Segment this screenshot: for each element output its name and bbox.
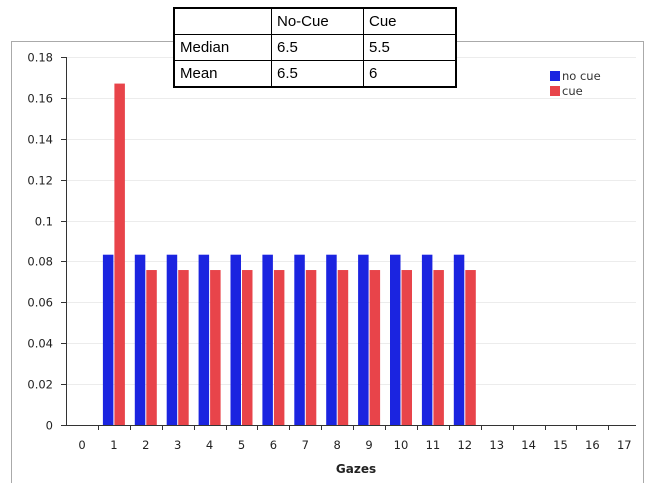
x-tick-label: 10 — [394, 438, 409, 452]
bar-no-cue — [102, 254, 114, 425]
x-tick-label: 1 — [110, 438, 117, 452]
bars — [102, 83, 476, 426]
axes — [61, 57, 636, 430]
bar-cue — [433, 270, 444, 425]
legend-label: cue — [562, 84, 583, 98]
stats-row: Mean 6.5 6 — [173, 60, 457, 88]
bar-cue — [242, 270, 253, 425]
bar-no-cue — [230, 254, 241, 425]
y-tick-label: 0.04 — [27, 337, 53, 351]
x-tick-label: 4 — [206, 438, 213, 452]
bar-no-cue — [390, 254, 401, 425]
bar-cue — [369, 270, 381, 425]
bar-no-cue — [326, 254, 337, 425]
x-tick-label: 7 — [302, 438, 309, 452]
stats-row-label: Mean — [173, 60, 272, 88]
stats-header-row: No-Cue Cue — [173, 7, 457, 35]
bar-cue — [146, 270, 157, 425]
x-tick-label: 11 — [426, 438, 441, 452]
x-tick-label: 13 — [489, 438, 504, 452]
y-tick-labels: 0 0.02 0.04 0.06 0.08 0.1 0.12 0.14 0.16 0.18 — [27, 51, 53, 433]
legend-label: no cue — [562, 69, 601, 83]
stats-header-cell — [173, 7, 272, 35]
stats-table: No-Cue Cue Median 6.5 5.5 Mean 6.5 6 — [173, 7, 457, 88]
x-tick-label: 17 — [617, 438, 632, 452]
y-tick-label: 0.1 — [35, 215, 53, 229]
bar-no-cue — [421, 254, 433, 425]
stats-cell: 6.5 — [271, 60, 364, 88]
stats-header-cell: Cue — [363, 7, 457, 35]
bar-no-cue — [166, 254, 178, 425]
y-tick-label: 0.06 — [27, 296, 53, 310]
x-tick-label: 12 — [457, 438, 472, 452]
stats-cell: 6 — [363, 60, 457, 88]
x-tick-labels: 0 1 2 3 4 5 6 7 8 9 10 11 12 13 14 15 16 17 — [78, 438, 631, 452]
stats-cell: 5.5 — [363, 34, 457, 61]
x-tick-label: 15 — [553, 438, 568, 452]
legend-swatch — [550, 71, 560, 81]
x-axis-title: Gazes — [336, 462, 376, 476]
bar-no-cue — [134, 254, 146, 425]
x-tick-label: 6 — [270, 438, 277, 452]
x-tick-label: 8 — [334, 438, 341, 452]
stats-table-body: No-Cue Cue Median 6.5 5.5 Mean 6.5 6 — [173, 7, 457, 88]
bar-no-cue — [262, 254, 273, 425]
y-tick-label: 0.14 — [27, 133, 53, 147]
x-tick-label: 0 — [78, 438, 85, 452]
y-tick-label: 0 — [46, 419, 53, 433]
bar-no-cue — [358, 254, 369, 425]
y-tick-label: 0.16 — [27, 92, 53, 106]
bar-cue — [210, 270, 221, 425]
x-tick-label: 14 — [521, 438, 536, 452]
bar-no-cue — [198, 254, 210, 425]
bar-no-cue — [294, 254, 305, 425]
bar-cue — [178, 270, 189, 425]
x-tick-label: 5 — [238, 438, 245, 452]
y-tick-label: 0.18 — [27, 51, 53, 65]
x-tick-label: 3 — [174, 438, 181, 452]
stats-header-cell: No-Cue — [271, 7, 364, 35]
x-tick-label: 16 — [585, 438, 600, 452]
bar-cue — [337, 270, 349, 425]
stats-row: Median 6.5 5.5 — [173, 34, 457, 61]
y-tick-label: 0.02 — [27, 378, 53, 392]
legend-swatch — [550, 86, 560, 96]
bar-cue — [273, 270, 285, 425]
y-tick-label: 0.12 — [27, 174, 53, 188]
bar-cue — [305, 270, 317, 425]
x-tick-label: 2 — [142, 438, 149, 452]
stats-cell: 6.5 — [271, 34, 364, 61]
stats-row-label: Median — [173, 34, 272, 61]
x-tick-label: 9 — [365, 438, 372, 452]
y-tick-label: 0.08 — [27, 255, 53, 269]
bar-cue — [401, 270, 412, 425]
bar-no-cue — [453, 254, 465, 425]
bar-cue — [114, 83, 125, 426]
bar-cue — [465, 270, 476, 425]
